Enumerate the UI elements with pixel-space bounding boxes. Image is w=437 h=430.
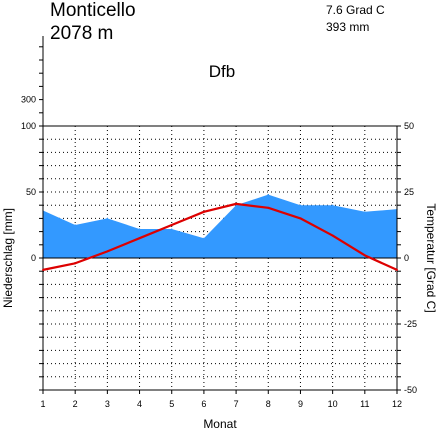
temperature-point-month-1 (42, 268, 44, 271)
precipitation-point-month-9 (299, 204, 302, 206)
mean-temperature: 7.6 Grad C (326, 3, 385, 17)
precipitation-point-month-8 (267, 194, 269, 196)
month-tick-label: 3 (105, 399, 110, 409)
month-tick-label: 12 (392, 399, 402, 409)
month-tick-label: 5 (169, 399, 174, 409)
temperature-line (42, 202, 398, 271)
temperature-point-month-2 (74, 262, 77, 265)
temperature-point-month-4 (138, 237, 141, 240)
precipitation-point-month-2 (74, 224, 76, 226)
y-axis-label-right: Temperatur [Grad C] (424, 203, 437, 312)
temperature-point-month-6 (202, 210, 205, 213)
precipitation-tick-label: 50 (26, 187, 36, 197)
month-tick-label: 4 (137, 399, 142, 409)
precipitation-tick-label: 0 (31, 253, 36, 263)
temperature-point-month-3 (106, 250, 109, 253)
precipitation-series (42, 194, 398, 258)
precipitation-point-month-10 (332, 204, 334, 206)
temperature-point-month-5 (170, 224, 173, 226)
month-tick-label: 1 (40, 399, 45, 409)
station-name: Monticello (50, 0, 136, 21)
precipitation-point-month-4 (138, 228, 141, 230)
temperature-point-month-9 (299, 217, 302, 220)
temperature-point-month-11 (363, 254, 366, 257)
month-tick-label: 9 (298, 399, 303, 409)
x-axis-label: Monat (203, 417, 237, 430)
precipitation-area (43, 194, 397, 258)
month-tick-label: 2 (73, 399, 78, 409)
y-axis-label-left: Niederschlag [mm] (1, 208, 15, 308)
month-tick-label: 10 (328, 399, 338, 409)
precipitation-point-month-5 (171, 228, 173, 230)
temperature-point-month-8 (267, 206, 270, 209)
temperature-tick-label: 50 (404, 121, 414, 131)
axes (39, 36, 401, 394)
temperature-point-month-12 (396, 268, 398, 271)
precipitation-tick-label: 300 (21, 95, 36, 105)
precipitation-point-month-6 (203, 237, 205, 239)
precipitation-point-month-3 (106, 217, 108, 219)
month-tick-label: 7 (234, 399, 239, 409)
temperature-tick-label: -50 (404, 385, 417, 395)
climate-class: Dfb (209, 62, 235, 81)
temperature-point-month-7 (235, 202, 238, 205)
month-tick-label: 6 (201, 399, 206, 409)
month-tick-label: 11 (360, 399, 369, 409)
temperature-point-month-10 (331, 234, 334, 237)
station-elevation: 2078 m (50, 23, 113, 44)
precipitation-point-month-11 (364, 211, 366, 213)
precipitation-tick-label: 100 (21, 121, 36, 131)
month-tick-label: 8 (266, 399, 271, 409)
temperature-tick-label: -25 (404, 319, 417, 329)
temperature-series (42, 202, 398, 271)
temperature-tick-label: 25 (404, 187, 414, 197)
temperature-tick-label: 0 (404, 253, 409, 263)
annual-precipitation: 393 mm (326, 20, 369, 34)
